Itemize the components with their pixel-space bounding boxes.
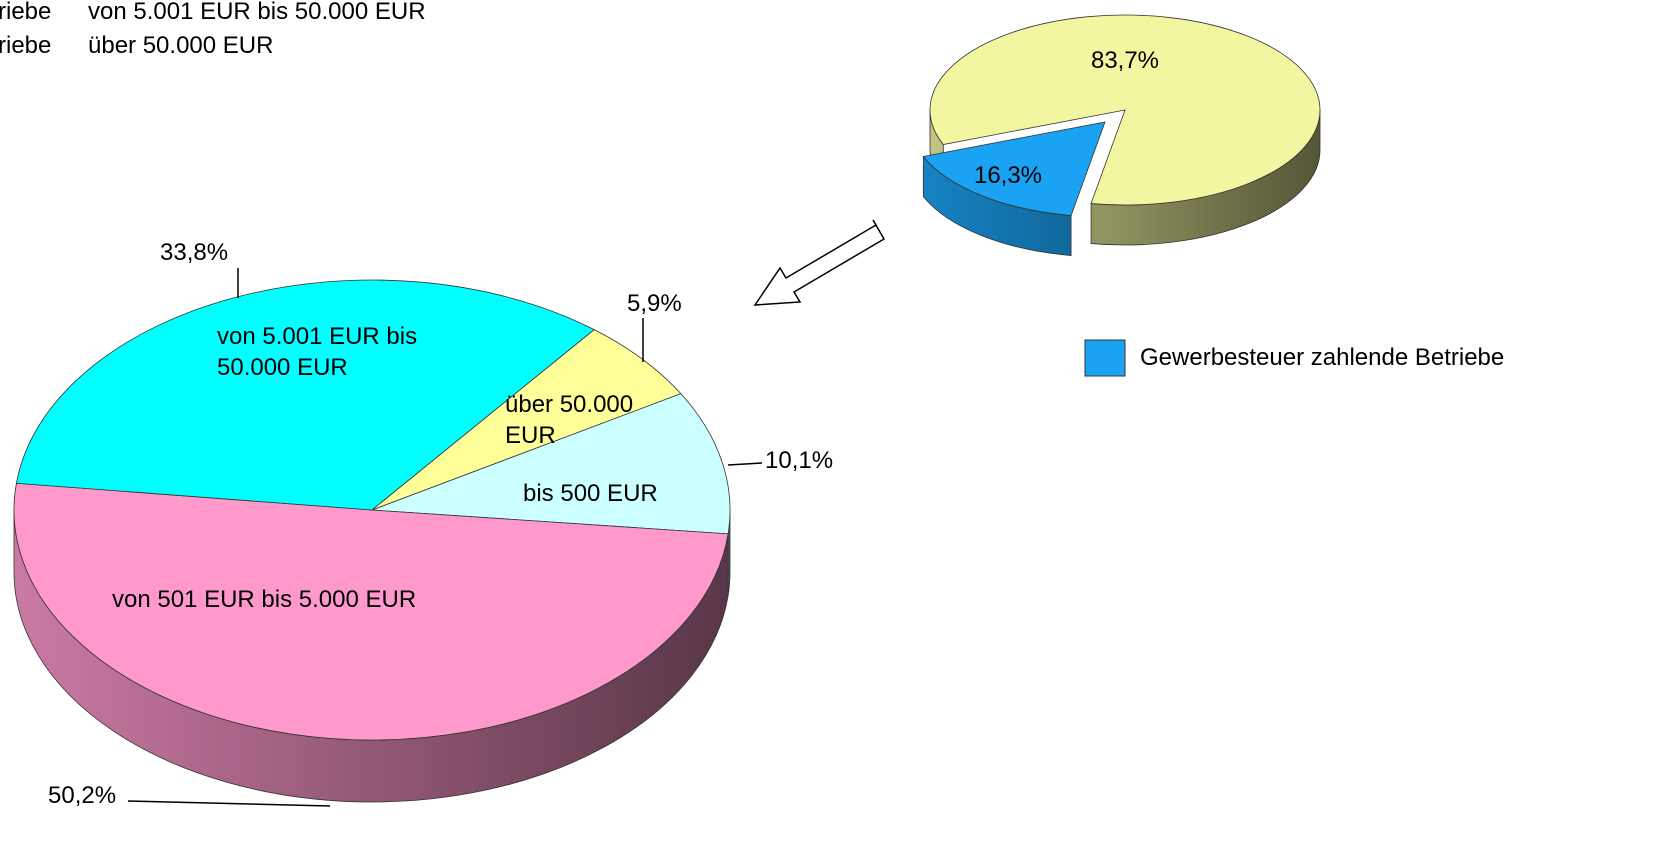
slice-top xyxy=(13,482,729,741)
slice-top xyxy=(371,393,731,535)
category-label: von 5.001 EUR bis 50.000 EUR xyxy=(217,323,418,381)
slice xyxy=(13,482,729,803)
slice-top xyxy=(371,329,682,511)
slice xyxy=(922,121,1106,256)
category-label: von 501 EUR bis 5.000 EUR xyxy=(112,586,417,613)
slice xyxy=(15,279,595,511)
category-label: über 50.000 EUR xyxy=(505,391,634,449)
legend-label: Gewerbesteuer zahlende Betriebe xyxy=(1140,344,1505,371)
arrow xyxy=(753,219,886,306)
value-label: 83,7% xyxy=(1090,47,1160,74)
legend-swatch xyxy=(1084,339,1126,377)
legend-label: riebe xyxy=(0,32,52,59)
category-label: bis 500 EUR xyxy=(523,480,658,507)
value-label: 50,2% xyxy=(48,782,117,809)
value-label: 5,9% xyxy=(627,290,682,317)
legend-label: riebe xyxy=(0,0,52,25)
legend-label: von 5.001 EUR bis 50.000 EUR xyxy=(88,0,426,25)
slice-top xyxy=(922,121,1106,216)
leader-line xyxy=(727,462,763,466)
value-label: 10,1% xyxy=(765,447,834,474)
slice-top xyxy=(15,279,595,511)
slice-top xyxy=(929,14,1321,206)
value-label: 33,8% xyxy=(160,239,229,266)
leader-line xyxy=(127,800,331,807)
value-label: 16,3% xyxy=(973,162,1043,189)
slice xyxy=(371,329,682,511)
slice xyxy=(371,393,731,596)
legend-label: über 50.000 EUR xyxy=(88,32,274,59)
